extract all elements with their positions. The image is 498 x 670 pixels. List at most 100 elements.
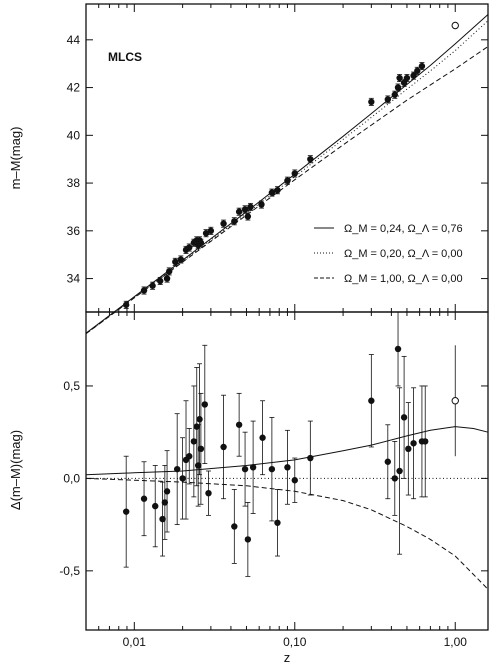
data-point (418, 62, 426, 70)
data-point (159, 515, 166, 523)
data-point (368, 98, 375, 106)
data-point (259, 434, 266, 441)
data-point (179, 475, 186, 482)
data-point (394, 345, 402, 353)
y-tick-label: 42 (67, 81, 81, 95)
data-point (177, 256, 185, 263)
data-point (405, 445, 412, 453)
data-point (163, 488, 171, 495)
data-point (394, 84, 402, 91)
data-point (122, 301, 130, 309)
y-tick-label: 0,0 (63, 471, 80, 485)
data-point (220, 220, 227, 227)
y-tick-label: -0,5 (59, 564, 80, 578)
data-point (422, 438, 429, 445)
x-tick-label: 0,01 (123, 635, 147, 649)
data-point (249, 464, 257, 471)
data-point (186, 453, 193, 460)
bottom-panel: -0,5 0,0 0,5 0,01 0,10 1,00 Δ(m–M)(mag) z (8, 311, 489, 665)
data-point (391, 91, 398, 98)
data-point (410, 440, 417, 447)
x-axis-label: z (284, 650, 291, 665)
top-y-axis-ticks: 34 36 38 40 42 44 (67, 33, 488, 286)
data-point (307, 454, 314, 462)
data-point (368, 397, 375, 404)
data-point (197, 445, 205, 453)
y-tick-label: 34 (67, 272, 81, 286)
top-y-axis-label: m–M(mag) (8, 127, 23, 190)
data-point (400, 79, 408, 86)
data-point-open (451, 21, 459, 30)
data-point (414, 67, 421, 75)
x-tick-label: 1,00 (444, 635, 468, 649)
data-point (207, 227, 215, 235)
top-x-axis-ticks (85, 4, 456, 312)
legend: Ω_M = 0,24, Ω_Λ = 0,76 Ω_M = 0,20, Ω_Λ =… (314, 223, 463, 285)
data-point (152, 502, 159, 510)
data-point (241, 206, 249, 213)
top-model-curves (85, 14, 489, 335)
bottom-plot-frame (85, 311, 489, 631)
y-tick-label: 0,5 (63, 379, 80, 393)
data-point (284, 464, 291, 471)
data-point (244, 536, 252, 543)
bottom-y-axis-ticks: -0,5 0,0 0,5 (59, 379, 488, 578)
data-point (274, 187, 281, 194)
bottom-y-axis-label: Δ(m–M)(mag) (8, 430, 23, 510)
data-point (231, 218, 238, 225)
data-point (196, 416, 203, 423)
data-point (268, 465, 276, 473)
data-point-open (451, 397, 459, 405)
data-point (391, 475, 398, 482)
data-point (149, 282, 156, 289)
data-point (403, 74, 411, 82)
top-plot-frame (85, 3, 489, 313)
data-point (220, 443, 227, 451)
data-point (241, 465, 249, 473)
top-data-points (122, 21, 459, 309)
data-point (247, 203, 254, 211)
data-point (205, 489, 212, 497)
y-tick-label: 38 (67, 176, 81, 190)
y-tick-label: 36 (67, 224, 81, 238)
data-point (197, 239, 205, 246)
data-point (410, 72, 417, 79)
model-curve-solid (85, 14, 489, 334)
data-point (186, 244, 193, 251)
data-point (172, 258, 179, 266)
data-point (140, 495, 148, 502)
model-curve-dotted (85, 20, 489, 335)
top-panel: 34 36 38 40 42 44 MLCS m–M(mag) Ω_M = 0,24, Ω… (8, 3, 489, 335)
x-tick-label: 0,10 (283, 635, 307, 649)
data-point (190, 438, 198, 445)
data-point (235, 208, 243, 215)
bottom-x-axis-ticks: 0,01 0,10 1,00 (85, 312, 468, 649)
data-point (161, 499, 169, 506)
data-point (140, 287, 148, 294)
data-point (201, 401, 209, 408)
data-point (194, 462, 202, 469)
legend-label-1: Ω_M = 0,24, Ω_Λ = 0,76 (344, 223, 463, 235)
panel-annotation: MLCS (108, 50, 142, 64)
data-point (166, 268, 173, 275)
data-point (307, 155, 314, 163)
model-curve-solid (85, 426, 489, 476)
data-point (258, 201, 265, 208)
data-point (291, 477, 298, 484)
data-point (202, 230, 210, 237)
data-point (163, 275, 171, 282)
data-point (396, 467, 403, 475)
model-curve-dashed (85, 46, 489, 335)
legend-label-2: Ω_M = 0,20, Ω_Λ = 0,00 (344, 248, 463, 260)
data-point (173, 465, 181, 473)
bottom-model-curves (85, 426, 489, 590)
data-point (122, 508, 130, 515)
data-point (235, 421, 243, 428)
data-point (284, 177, 291, 184)
legend-label-3: Ω_M = 1,00, Ω_Λ = 0,00 (344, 273, 463, 285)
data-point (268, 189, 276, 196)
data-point (384, 96, 392, 103)
data-point (231, 523, 238, 530)
y-tick-label: 40 (67, 128, 81, 142)
